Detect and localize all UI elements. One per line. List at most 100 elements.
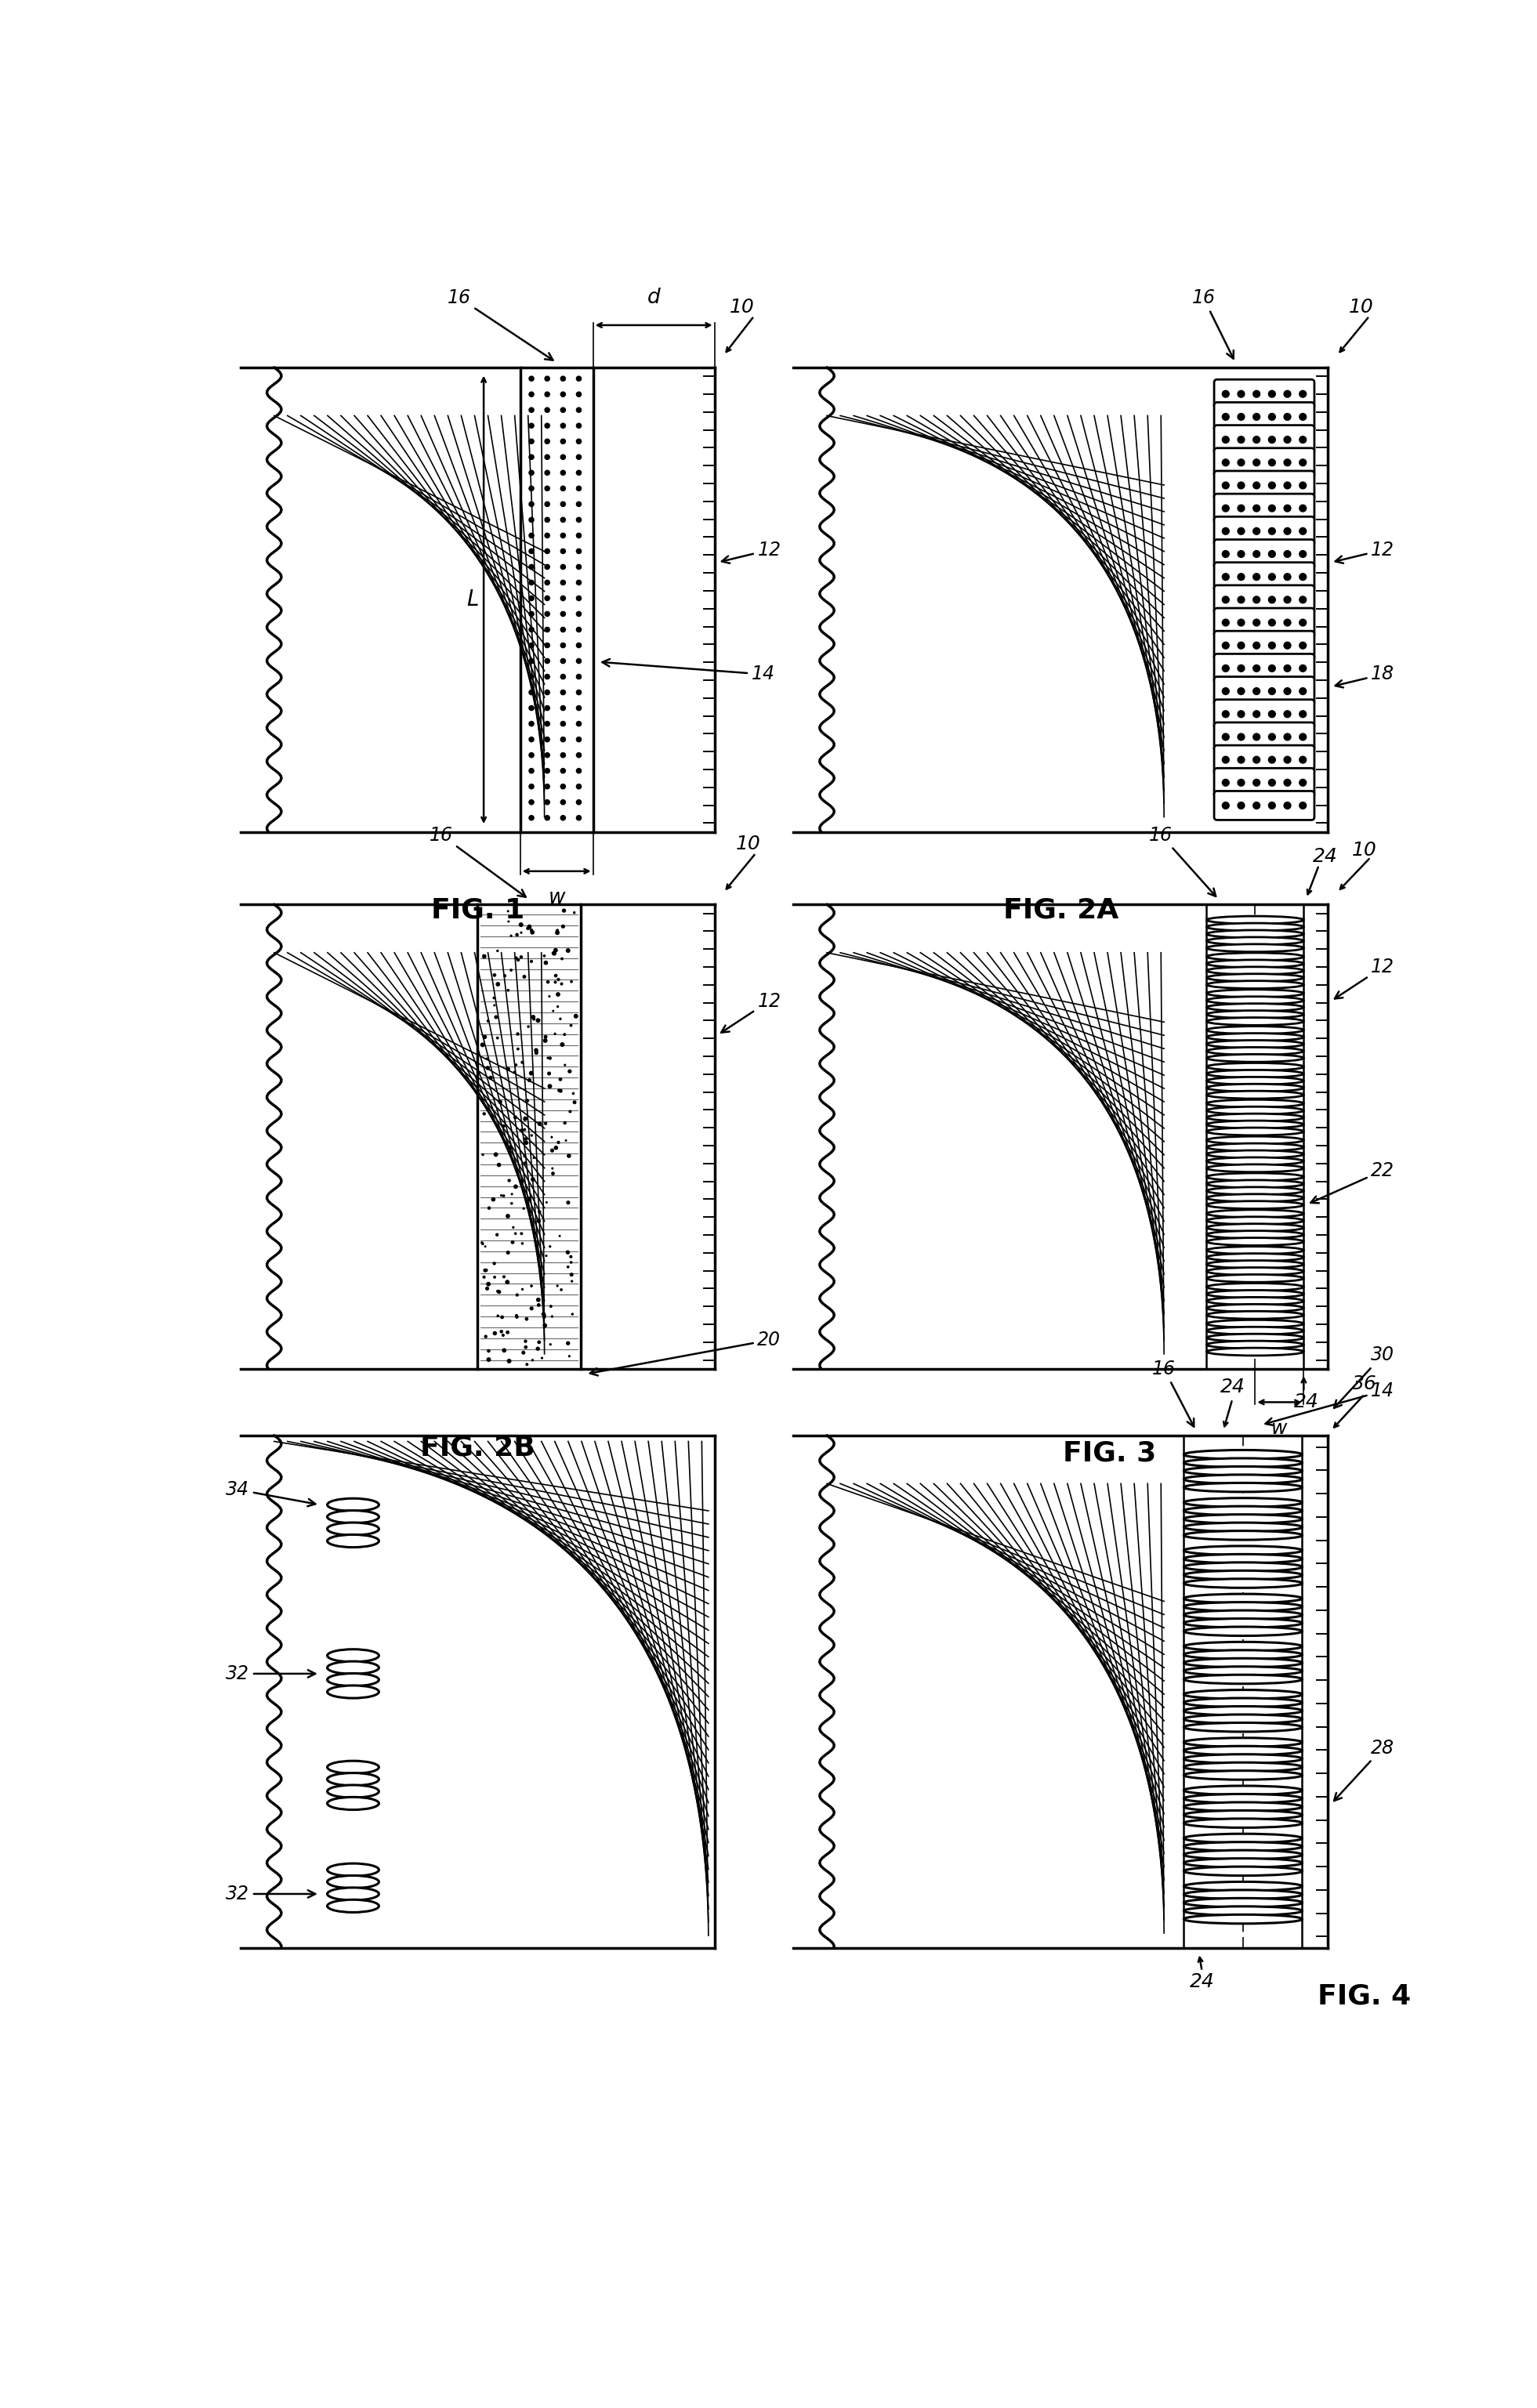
Circle shape: [529, 563, 533, 568]
Circle shape: [576, 470, 581, 474]
Circle shape: [1222, 619, 1230, 626]
Circle shape: [544, 393, 550, 397]
Text: 16: 16: [1191, 289, 1234, 359]
Circle shape: [1283, 482, 1291, 489]
Circle shape: [561, 438, 566, 443]
Circle shape: [529, 486, 533, 491]
Ellipse shape: [1183, 1649, 1302, 1659]
Circle shape: [544, 580, 550, 585]
Ellipse shape: [1207, 1100, 1303, 1108]
Circle shape: [1237, 689, 1245, 694]
Ellipse shape: [1183, 1907, 1302, 1914]
Ellipse shape: [1183, 1611, 1302, 1621]
Circle shape: [524, 1141, 527, 1144]
Circle shape: [544, 376, 550, 380]
Circle shape: [576, 376, 581, 380]
Circle shape: [1253, 734, 1260, 739]
Circle shape: [544, 768, 550, 773]
Circle shape: [1283, 734, 1291, 739]
Circle shape: [1299, 780, 1306, 785]
Circle shape: [509, 1146, 512, 1149]
FancyBboxPatch shape: [1214, 701, 1314, 730]
Ellipse shape: [1183, 1450, 1302, 1459]
Ellipse shape: [1207, 1108, 1303, 1115]
Ellipse shape: [327, 1662, 380, 1674]
Circle shape: [575, 1014, 578, 1019]
Ellipse shape: [1183, 1866, 1302, 1876]
Text: 16: 16: [447, 289, 553, 361]
Circle shape: [489, 1076, 492, 1079]
Ellipse shape: [327, 1510, 380, 1524]
Circle shape: [1222, 414, 1230, 421]
Circle shape: [1283, 802, 1291, 809]
Ellipse shape: [1207, 1348, 1303, 1356]
Circle shape: [555, 975, 556, 978]
Ellipse shape: [1183, 1570, 1302, 1580]
Circle shape: [559, 1088, 563, 1093]
Circle shape: [561, 595, 566, 600]
Circle shape: [563, 908, 566, 913]
Circle shape: [532, 1178, 535, 1182]
Circle shape: [567, 1341, 570, 1344]
Ellipse shape: [1207, 1011, 1303, 1019]
Circle shape: [1222, 573, 1230, 580]
Circle shape: [576, 626, 581, 631]
Circle shape: [544, 486, 550, 491]
Circle shape: [484, 1269, 487, 1271]
Ellipse shape: [1183, 1563, 1302, 1572]
FancyBboxPatch shape: [1214, 768, 1314, 797]
Ellipse shape: [1207, 1137, 1303, 1144]
Circle shape: [1268, 597, 1276, 602]
Circle shape: [524, 1117, 527, 1120]
Ellipse shape: [1207, 1026, 1303, 1033]
Text: 10: 10: [730, 299, 755, 315]
Circle shape: [1237, 710, 1245, 718]
Circle shape: [1299, 802, 1306, 809]
Circle shape: [544, 407, 550, 412]
Circle shape: [1299, 482, 1306, 489]
Ellipse shape: [1183, 1690, 1302, 1700]
Circle shape: [1237, 460, 1245, 467]
FancyBboxPatch shape: [1214, 792, 1314, 821]
Circle shape: [513, 1185, 518, 1187]
Circle shape: [1237, 390, 1245, 397]
FancyBboxPatch shape: [1214, 585, 1314, 614]
Ellipse shape: [1183, 1770, 1302, 1780]
Ellipse shape: [1207, 1259, 1303, 1269]
Circle shape: [532, 1016, 535, 1019]
Circle shape: [1299, 734, 1306, 739]
Circle shape: [1222, 643, 1230, 648]
Circle shape: [576, 393, 581, 397]
Circle shape: [529, 438, 533, 443]
Ellipse shape: [327, 1686, 380, 1698]
Circle shape: [576, 595, 581, 600]
Ellipse shape: [1183, 1811, 1302, 1820]
Circle shape: [521, 1180, 523, 1182]
Circle shape: [1222, 482, 1230, 489]
Circle shape: [1283, 390, 1291, 397]
Circle shape: [529, 501, 533, 506]
Circle shape: [500, 1329, 503, 1332]
Circle shape: [576, 737, 581, 742]
Circle shape: [576, 674, 581, 679]
Circle shape: [576, 501, 581, 506]
Ellipse shape: [1207, 1320, 1303, 1327]
Circle shape: [535, 1052, 538, 1055]
Circle shape: [487, 1283, 490, 1286]
Ellipse shape: [1207, 968, 1303, 975]
Ellipse shape: [1207, 990, 1303, 997]
Circle shape: [544, 438, 550, 443]
Circle shape: [1299, 665, 1306, 672]
Circle shape: [576, 799, 581, 804]
Circle shape: [1268, 482, 1276, 489]
Circle shape: [530, 929, 533, 934]
Circle shape: [576, 407, 581, 412]
FancyBboxPatch shape: [1214, 518, 1314, 547]
Circle shape: [544, 563, 550, 568]
Circle shape: [576, 486, 581, 491]
Circle shape: [576, 563, 581, 568]
Circle shape: [549, 1084, 552, 1088]
Ellipse shape: [1207, 1127, 1303, 1134]
Circle shape: [507, 1252, 509, 1255]
Ellipse shape: [1183, 1787, 1302, 1794]
